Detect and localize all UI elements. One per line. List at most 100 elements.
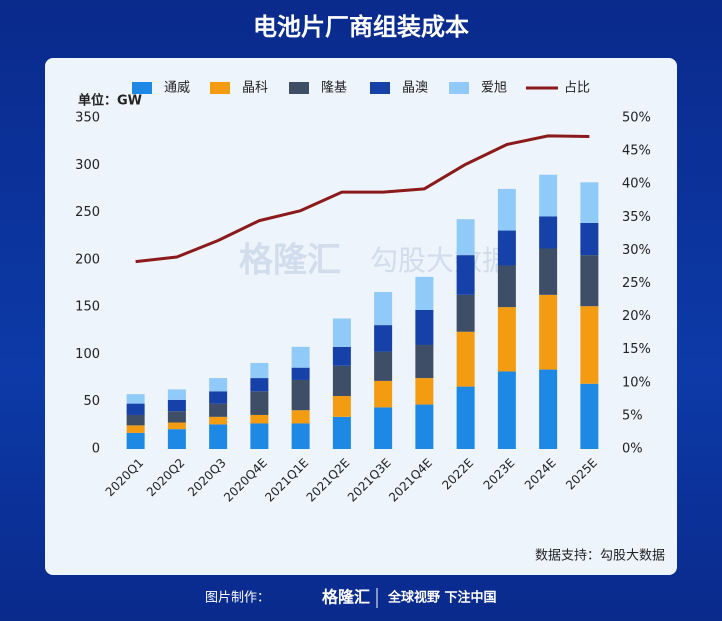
bar-segment: [456, 255, 475, 295]
bar-segment: [580, 222, 599, 256]
y-tick-label: 250: [75, 205, 100, 220]
bar-segment: [497, 188, 516, 231]
footer-slogan: 全球视野 下注中国: [387, 590, 497, 606]
bar-segment: [374, 351, 393, 381]
legend-label: 隆基: [321, 81, 347, 96]
bar-segment: [209, 416, 228, 425]
bar-segment: [497, 265, 516, 308]
legend-swatch: [370, 82, 390, 94]
bar-segment: [497, 230, 516, 266]
legend-swatch: [132, 82, 152, 94]
y2-tick-label: 45%: [622, 144, 651, 159]
bar-segment: [250, 391, 269, 415]
legend-swatch: [289, 82, 309, 94]
source: 数据支持：勾股大数据: [535, 549, 665, 564]
bar-segment: [580, 306, 599, 384]
bar-segment: [167, 399, 186, 412]
bar-segment: [374, 380, 393, 408]
bar-segment: [374, 325, 393, 352]
bar-segment: [126, 394, 145, 404]
bar-segment: [456, 331, 475, 387]
bar-segment: [167, 389, 186, 400]
y-tick-label: 200: [75, 252, 100, 267]
y-tick-label: 50: [83, 394, 100, 409]
bar-segment: [497, 307, 516, 372]
bar-segment: [291, 367, 310, 380]
y2-tick-label: 50%: [622, 111, 651, 126]
bar-segment: [415, 378, 434, 405]
bar-segment: [415, 309, 434, 345]
bar-segment: [332, 396, 351, 417]
bar-segment: [580, 383, 599, 449]
bar-segment: [167, 429, 186, 449]
bar-segment: [209, 424, 228, 449]
bar-segment: [209, 378, 228, 392]
bar-segment: [539, 369, 558, 449]
y-tick-label: 300: [75, 158, 100, 173]
legend-swatch: [210, 82, 230, 94]
bar-segment: [126, 425, 145, 433]
bar-segment: [374, 407, 393, 449]
bar-segment: [332, 416, 351, 449]
bar-segment: [497, 371, 516, 449]
legend-label: 占比: [564, 81, 590, 96]
y2-tick-label: 10%: [622, 375, 651, 390]
share-line: [135, 134, 590, 264]
bar-segment: [291, 423, 310, 449]
bar-segment: [167, 422, 186, 430]
bar-segment: [250, 378, 269, 392]
y2-tick-label: 20%: [622, 309, 651, 324]
legend-label: 通威: [164, 81, 190, 96]
y2-tick-label: 40%: [622, 177, 651, 192]
title: 电池片厂商组装成本: [253, 13, 469, 41]
watermark: 勾股大数据: [370, 244, 510, 277]
y2-tick-label: 25%: [622, 276, 651, 291]
bar-segment: [126, 403, 145, 415]
bar-segment: [291, 410, 310, 424]
bar-segment: [250, 423, 269, 449]
watermark: 格隆汇: [239, 241, 341, 281]
footer-logo: 格隆汇: [322, 588, 370, 607]
bar-segment: [250, 362, 269, 379]
bar-segment: [332, 365, 351, 397]
bar-segment: [374, 292, 393, 326]
panel: [45, 58, 677, 575]
legend-label: 晶澳: [402, 80, 428, 96]
bar-segment: [291, 379, 310, 411]
bar-segment: [332, 318, 351, 347]
bar-segment: [415, 404, 434, 449]
bar-segment: [415, 276, 434, 310]
legend-label: 晶科: [242, 81, 268, 96]
y-tick-label: 0: [92, 442, 100, 457]
bar-segment: [456, 219, 475, 256]
bar-segment: [456, 294, 475, 332]
bar-segment: [456, 386, 475, 449]
bar-segment: [167, 411, 186, 423]
y-tick-label: 100: [75, 347, 100, 362]
y2-tick-label: 5%: [622, 408, 643, 423]
y2-tick-label: 30%: [622, 243, 651, 258]
bar-segment: [539, 174, 558, 217]
bar-segment: [415, 344, 434, 379]
bar-segment: [209, 403, 228, 417]
unit-label: 单位：GW: [78, 93, 142, 109]
bar-segment: [539, 248, 558, 295]
bar-segment: [332, 346, 351, 366]
y2-tick-label: 15%: [622, 342, 651, 357]
bar-segment: [539, 294, 558, 370]
bar-segment: [126, 414, 145, 426]
bar-segment: [291, 346, 310, 368]
footer-made-by: 图片制作：: [205, 591, 270, 606]
y-tick-label: 150: [75, 300, 100, 315]
legend-label: 爱旭: [481, 81, 507, 96]
y2-tick-label: 35%: [622, 210, 651, 225]
bar-segment: [209, 391, 228, 404]
bar-segment: [250, 414, 269, 424]
bar-segment: [580, 255, 599, 307]
y-tick-label: 350: [75, 111, 100, 126]
bar-segment: [126, 432, 145, 449]
y2-tick-label: 0%: [622, 442, 643, 457]
legend-swatch: [449, 82, 469, 94]
bar-segment: [539, 216, 558, 249]
